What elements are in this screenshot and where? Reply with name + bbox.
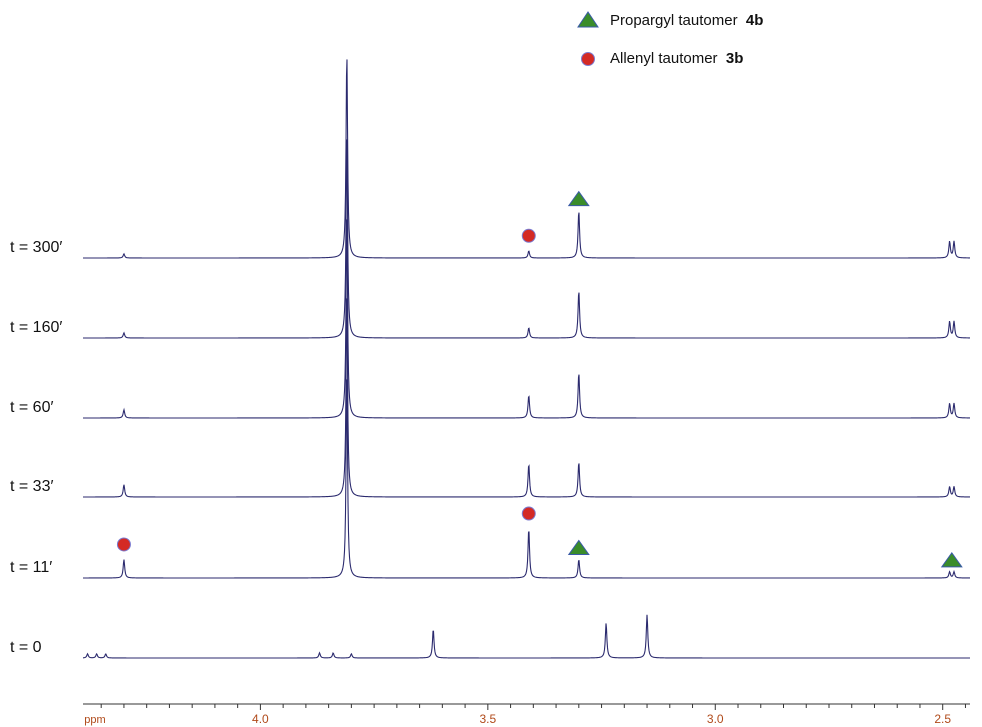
x-axis: 4.0 3.5 3.0 2.5 ppm: [83, 703, 970, 726]
x-tick-label: 2.5: [934, 712, 951, 726]
allenyl-marker: [521, 228, 536, 243]
x-tick-label: 4.0: [252, 712, 269, 726]
spectrum-line: [83, 59, 971, 259]
trace-5: [82, 614, 970, 659]
legend-circle-icon: [581, 52, 595, 66]
trace-label: t = 11′: [10, 559, 52, 576]
spectrum-line: [83, 219, 971, 419]
legend-entry-text: Allenyl tautomer: [610, 50, 726, 67]
legend-entry-bold: 3b: [726, 50, 744, 67]
x-tick-label: 3.5: [479, 712, 496, 726]
propargyl-marker: [567, 190, 590, 207]
spectrum-line: [82, 614, 970, 659]
trace-1: [83, 139, 971, 339]
trace-label: t = 60′: [10, 399, 53, 416]
allenyl-marker: [116, 537, 131, 552]
spectra-traces: [82, 59, 971, 659]
spectrum-line: [83, 298, 971, 498]
trace-label: t = 300′: [10, 239, 62, 256]
trace-3: [83, 298, 971, 498]
legend-entry: Propargyl tautomer 4b: [610, 12, 763, 29]
allenyl-marker: [521, 506, 536, 521]
legend-triangle-icon: [577, 11, 599, 28]
trace-0: [83, 59, 971, 259]
legend-entry-text: Propargyl tautomer: [610, 12, 746, 29]
propargyl-marker: [567, 539, 590, 555]
trace-4: [83, 379, 970, 579]
trace-2: [83, 219, 971, 419]
spectrum-line: [83, 139, 971, 339]
trace-label: t = 33′: [10, 478, 53, 495]
trace-label: t = 160′: [10, 319, 62, 336]
spectrum-line: [83, 379, 970, 579]
x-tick-label: 3.0: [707, 712, 724, 726]
propargyl-marker: [940, 551, 963, 568]
trace-label: t = 0: [10, 639, 42, 656]
legend-entry: Allenyl tautomer 3b: [610, 50, 743, 67]
legend: Propargyl tautomer 4b Allenyl tautomer 3b: [577, 11, 763, 67]
x-axis-unit-label: ppm: [84, 714, 105, 726]
peak-markers: [116, 190, 963, 568]
trace-labels: t = 300′ t = 160′ t = 60′ t = 33′ t = 11′ t =…: [10, 239, 62, 656]
legend-entry-bold: 4b: [746, 12, 764, 29]
